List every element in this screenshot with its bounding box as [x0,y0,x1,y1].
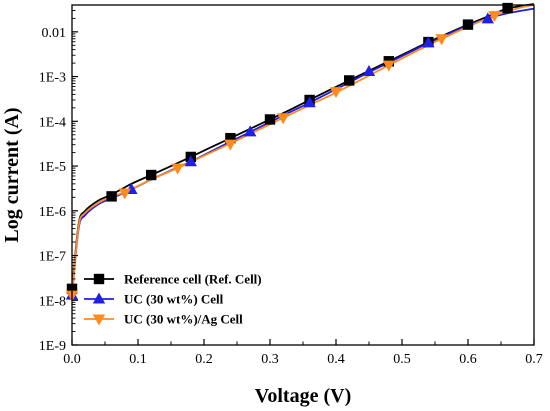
series-line-1 [71,7,535,297]
data-point-s2-7 [435,34,448,46]
x-tick-label-2: 0.2 [195,352,213,367]
data-point-s0-2 [146,169,157,181]
y-tick-label-4: 1E-5 [39,160,66,175]
legend: Reference cell (Ref. Cell) UC (30 wt%) Ce… [84,272,262,327]
x-tick-label-5: 0.5 [393,352,411,367]
data-point-s2-6 [382,60,395,72]
data-point-s1-4 [303,96,316,108]
legend-label-0: Reference cell (Ref. Cell) [124,272,262,287]
y-tick-label-1: 1E-8 [39,294,66,309]
y-tick-label-7: 0.01 [42,26,67,41]
x-tick-label-7: 0.7 [525,352,543,367]
data-point-s1-2 [184,155,197,167]
x-axis-ticks: 0.0 0.1 0.2 0.3 0.4 0.5 0.6 0.7 [63,339,543,367]
legend-label-1: UC (30 wt%) Cell [124,292,224,307]
x-tick-label-4: 0.4 [327,352,345,367]
markers-group [65,2,513,302]
data-point-s2-2 [171,163,184,175]
legend-marker-0 [93,273,105,285]
legend-marker-1 [92,292,106,304]
x-axis-title: Voltage (V) [255,385,351,407]
data-point-s2-8 [488,11,501,23]
series-line-2 [71,4,535,296]
data-point-s0-10 [462,19,474,30]
data-point-s1-6 [422,36,435,48]
y-tick-label-3: 1E-6 [39,205,66,220]
x-tick-label-1: 0.1 [129,352,147,367]
data-point-s0-1 [106,191,117,202]
x-tick-label-6: 0.6 [459,352,477,367]
legend-label-2: UC (30 wt%)/Ag Cell [124,312,243,327]
y-axis-title: Log current (A) [1,107,23,242]
data-point-s1-7 [481,12,494,24]
data-point-s0-11 [502,2,513,14]
data-point-s2-3 [224,139,237,151]
x-tick-label-3: 0.3 [261,352,279,367]
y-tick-label-5: 1E-4 [39,115,66,130]
data-point-s0-5 [264,114,276,125]
series-group [71,3,535,297]
y-tick-label-6: 1E-3 [39,71,66,86]
y-tick-label-2: 1E-7 [39,250,66,265]
data-point-s0-7 [344,75,355,86]
data-point-s2-1 [118,188,131,200]
y-axis-ticks: 1E-9 1E-8 1E-7 1E-6 1E-5 1E-4 1E-3 0.01 [39,10,78,354]
data-point-s1-3 [244,125,257,137]
y-tick-label-0: 1E-9 [39,339,66,354]
data-point-s2-4 [277,113,290,125]
data-point-s2-5 [329,87,343,99]
x-tick-label-0: 0.0 [63,352,81,367]
legend-marker-2 [92,314,106,326]
series-line-0 [71,3,535,292]
data-point-s1-5 [362,64,376,76]
data-point-s0-4 [225,132,236,144]
